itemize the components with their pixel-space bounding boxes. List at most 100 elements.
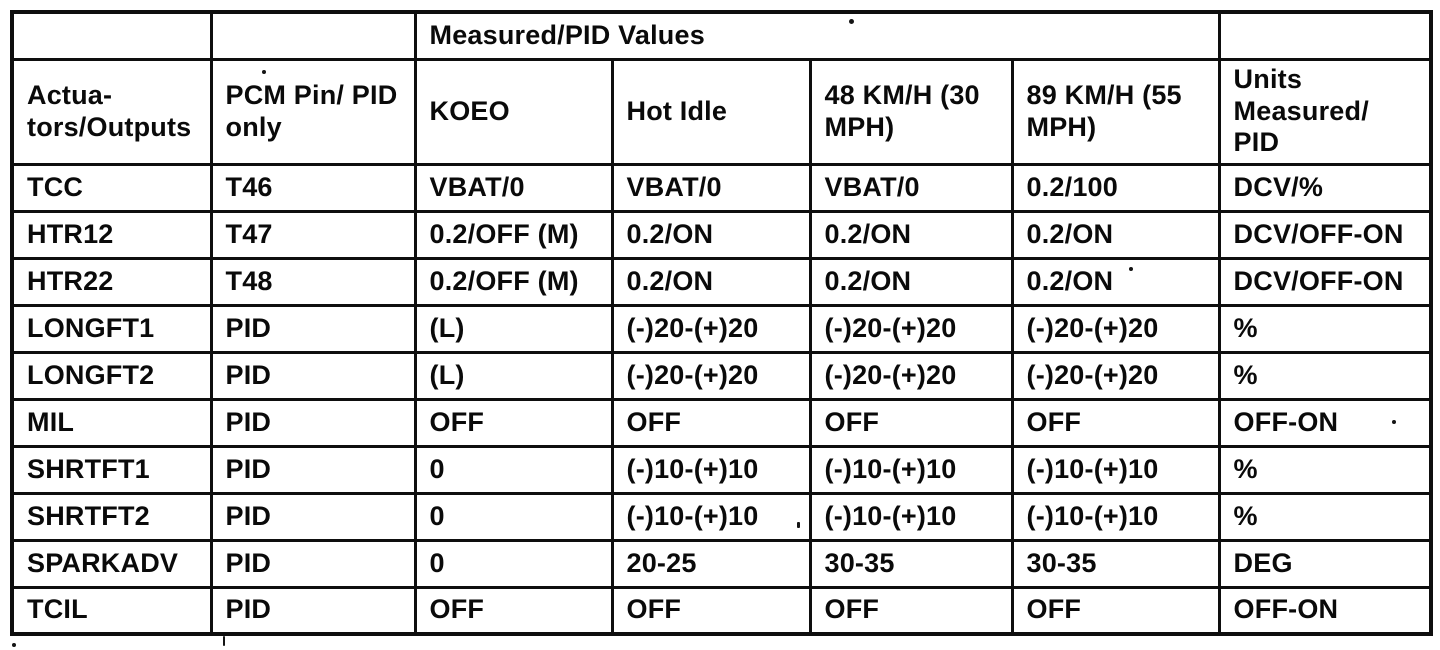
table-cell: PID	[209, 350, 417, 401]
table-cell: OFF	[413, 585, 614, 636]
table-cell: VBAT/0	[413, 162, 614, 213]
table-cell: (-)20-(+)20	[1010, 303, 1221, 354]
table-cell: LONGFT1	[10, 303, 213, 354]
empty-cell	[10, 10, 213, 61]
table-cell: OFF	[1010, 585, 1221, 636]
table-cell: 0.2/OFF (M)	[413, 209, 614, 260]
table-cell: 30-35	[808, 538, 1014, 589]
table-cell: 0.2/ON	[1010, 209, 1221, 260]
table-cell: 0	[413, 444, 614, 495]
table-cell: (-)20-(+)20	[610, 350, 812, 401]
column-header-actuators-outputs: Actua- tors/Outputs	[10, 57, 213, 166]
table-cell: DCV/OFF-ON	[1217, 256, 1433, 307]
table-cell: T48	[209, 256, 417, 307]
table-cell: HTR12	[10, 209, 213, 260]
table-row-shrtft1: SHRTFT1 PID 0 (-)10-(+)10 (-)10-(+)10 (-…	[10, 444, 1433, 495]
column-header-48kmh: 48 KM/H (30 MPH)	[808, 57, 1014, 166]
column-header-89kmh: 89 KM/H (55 MPH)	[1010, 57, 1221, 166]
column-header-pcm-pin-pid-only: PCM Pin/ PID only	[209, 57, 417, 166]
scan-speck	[262, 70, 266, 74]
column-header-hot-idle: Hot Idle	[610, 57, 812, 166]
table-cell: OFF	[1010, 397, 1221, 448]
table-cell: TCC	[10, 162, 213, 213]
merged-header-measured-pid-values: Measured/PID Values	[413, 10, 1221, 61]
table-cell: OFF	[610, 585, 812, 636]
table-cell: (-)20-(+)20	[808, 303, 1014, 354]
table-row-tcc: TCC T46 VBAT/0 VBAT/0 VBAT/0 0.2/100 DCV…	[10, 162, 1433, 213]
table-cell: 0.2/ON	[610, 256, 812, 307]
table-cell: PID	[209, 397, 417, 448]
table-cell: PID	[209, 491, 417, 542]
table-cell: (-)10-(+)10	[610, 444, 812, 495]
table-cell: 0.2/ON	[610, 209, 812, 260]
scan-speck	[1392, 420, 1396, 424]
table-cell: OFF-ON	[1217, 397, 1433, 448]
table-row-tcil: TCIL PID OFF OFF OFF OFF OFF-ON	[10, 585, 1433, 636]
table-cell: (-)10-(+)10	[610, 491, 812, 542]
table-cell: MIL	[10, 397, 213, 448]
table-cell: PID	[209, 538, 417, 589]
table-cell: 0.2/OFF (M)	[413, 256, 614, 307]
table-row-sparkadv: SPARKADV PID 0 20-25 30-35 30-35 DEG	[10, 538, 1433, 589]
empty-cell	[1217, 10, 1433, 61]
table-cell: DCV/%	[1217, 162, 1433, 213]
table-cell: (-)10-(+)10	[1010, 444, 1221, 495]
merged-header-row: Measured/PID Values	[10, 10, 1433, 61]
table-cell: SPARKADV	[10, 538, 213, 589]
table-cell: 0	[413, 491, 614, 542]
table-cell: LONGFT2	[10, 350, 213, 401]
column-header-units-measured-pid: Units Measured/ PID	[1217, 57, 1433, 166]
column-header-row: Actua- tors/Outputs PCM Pin/ PID only KO…	[10, 57, 1433, 166]
table-cell: VBAT/0	[610, 162, 812, 213]
table-cell: 0	[413, 538, 614, 589]
table-row-mil: MIL PID OFF OFF OFF OFF OFF-ON	[10, 397, 1433, 448]
table-cell: (L)	[413, 303, 614, 354]
table-cell: 30-35	[1010, 538, 1221, 589]
table-cell: PID	[209, 585, 417, 636]
table-cell: 0.2/ON	[808, 209, 1014, 260]
table-row-htr22: HTR22 T48 0.2/OFF (M) 0.2/ON 0.2/ON 0.2/…	[10, 256, 1433, 307]
table-cell: SHRTFT1	[10, 444, 213, 495]
table-cell: HTR22	[10, 256, 213, 307]
table-cell: VBAT/0	[808, 162, 1014, 213]
table-cell: DEG	[1217, 538, 1433, 589]
table-cell: OFF-ON	[1217, 585, 1433, 636]
table-row-shrtft2: SHRTFT2 PID 0 (-)10-(+)10 (-)10-(+)10 (-…	[10, 491, 1433, 542]
scan-speck	[12, 643, 16, 647]
table-cell: T46	[209, 162, 417, 213]
table-row-longft1: LONGFT1 PID (L) (-)20-(+)20 (-)20-(+)20 …	[10, 303, 1433, 354]
table-cell: (-)20-(+)20	[610, 303, 812, 354]
table-cell: %	[1217, 303, 1433, 354]
table-cell: 0.2/ON	[808, 256, 1014, 307]
table-cell: SHRTFT2	[10, 491, 213, 542]
table-cell: (-)10-(+)10	[808, 444, 1014, 495]
table-cell: OFF	[808, 397, 1014, 448]
table-row-longft2: LONGFT2 PID (L) (-)20-(+)20 (-)20-(+)20 …	[10, 350, 1433, 401]
table-cell: OFF	[610, 397, 812, 448]
scan-speck	[1129, 267, 1133, 271]
table-cell: 0.2/100	[1010, 162, 1221, 213]
table-cell: 0.2/ON	[1010, 256, 1221, 307]
table-cell: (-)20-(+)20	[1010, 350, 1221, 401]
table-cell: (-)20-(+)20	[808, 350, 1014, 401]
scan-speck	[223, 636, 225, 646]
table-cell: PID	[209, 444, 417, 495]
table-cell: DCV/OFF-ON	[1217, 209, 1433, 260]
table-cell: (-)10-(+)10	[1010, 491, 1221, 542]
table-cell: (-)10-(+)10	[808, 491, 1014, 542]
table-cell: OFF	[413, 397, 614, 448]
pcm-actuator-pid-table: Measured/PID Values Actua- tors/Outputs …	[10, 10, 1434, 636]
empty-cell	[209, 10, 417, 61]
table-cell: OFF	[808, 585, 1014, 636]
table-cell: (L)	[413, 350, 614, 401]
table-cell: %	[1217, 444, 1433, 495]
table-cell: PID	[209, 303, 417, 354]
table-cell: %	[1217, 491, 1433, 542]
scan-speck	[849, 19, 854, 24]
scan-speck	[797, 522, 800, 528]
table-cell: T47	[209, 209, 417, 260]
table-row-htr12: HTR12 T47 0.2/OFF (M) 0.2/ON 0.2/ON 0.2/…	[10, 209, 1433, 260]
column-header-koeo: KOEO	[413, 57, 614, 166]
table-cell: 20-25	[610, 538, 812, 589]
